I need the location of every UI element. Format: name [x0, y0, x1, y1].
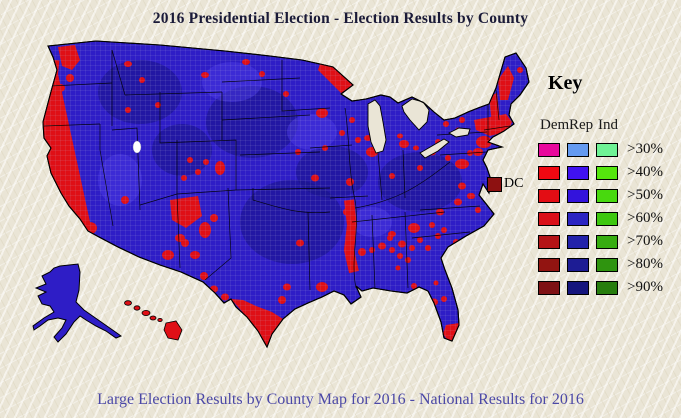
county-map-link[interactable]: Large Election Results by County Map for…: [97, 391, 406, 408]
key-row-80: >80%: [538, 253, 678, 276]
national-results-link[interactable]: National Results for 2016: [419, 391, 584, 408]
swatch-dem-90: [538, 280, 560, 295]
swatch-rep-30: [567, 142, 589, 157]
key-row-50: >50%: [538, 184, 678, 207]
key-rows: >30% >40% >50% >60% >70% >80% >90%: [538, 138, 678, 299]
swatch-rep-70: [567, 234, 589, 249]
map-key: Key Dem Rep Ind >30% >40% >50% >60% >70% >80%…: [538, 72, 678, 299]
swatch-ind-90: [596, 280, 618, 295]
key-row-60: >60%: [538, 207, 678, 230]
footer: Large Election Results by County Map for…: [0, 391, 681, 409]
hawaii-inset: [124, 300, 183, 341]
footer-separator: -: [405, 391, 419, 408]
swatch-dem-30: [538, 142, 560, 157]
us-outline: [42, 40, 530, 349]
key-row-label: >30%: [627, 141, 663, 157]
swatch-rep-40: [567, 165, 589, 180]
swatch-dem-80: [538, 257, 560, 272]
swatch-ind-70: [596, 234, 618, 249]
key-row-label: >80%: [627, 256, 663, 272]
key-row-70: >70%: [538, 230, 678, 253]
swatch-ind-30: [596, 142, 618, 157]
key-column-ind: Ind: [598, 117, 618, 133]
dc-color-square: [487, 176, 502, 192]
key-row-90: >90%: [538, 276, 678, 299]
key-row-label: >50%: [627, 187, 663, 203]
swatch-rep-50: [567, 188, 589, 203]
key-row-40: >40%: [538, 161, 678, 184]
key-row-label: >70%: [627, 233, 663, 249]
swatch-ind-40: [596, 165, 618, 180]
swatch-dem-60: [538, 211, 560, 226]
state-borders: [43, 49, 511, 291]
lake-michigan: [367, 99, 387, 154]
swatch-rep-60: [567, 211, 589, 226]
great-lakes: [367, 98, 471, 159]
lake-huron: [401, 98, 430, 131]
dc-marker: DC: [487, 176, 523, 192]
key-row-label: >90%: [627, 279, 663, 295]
dc-label: DC: [504, 176, 524, 191]
key-column-headers: Dem Rep Ind: [540, 117, 678, 134]
alaska-inset: [32, 263, 123, 343]
lake-ontario: [448, 127, 471, 138]
key-title: Key: [548, 72, 583, 94]
swatch-ind-50: [596, 188, 618, 203]
swatch-ind-60: [596, 211, 618, 226]
key-row-label: >40%: [627, 164, 663, 180]
key-column-dem: Dem: [540, 117, 570, 133]
key-row-30: >30%: [538, 138, 678, 161]
no-majority-county: [132, 140, 142, 154]
page-title: 2016 Presidential Election - Election Re…: [152, 10, 529, 27]
key-column-rep: Rep: [569, 117, 594, 133]
swatch-ind-80: [596, 257, 618, 272]
map-shading: [43, 41, 529, 347]
swatch-dem-40: [538, 165, 560, 180]
lake-erie: [419, 138, 450, 159]
key-row-label: >60%: [627, 210, 663, 226]
swatch-rep-80: [567, 257, 589, 272]
swatch-dem-70: [538, 234, 560, 249]
swatch-dem-50: [538, 188, 560, 203]
swatch-rep-90: [567, 280, 589, 295]
